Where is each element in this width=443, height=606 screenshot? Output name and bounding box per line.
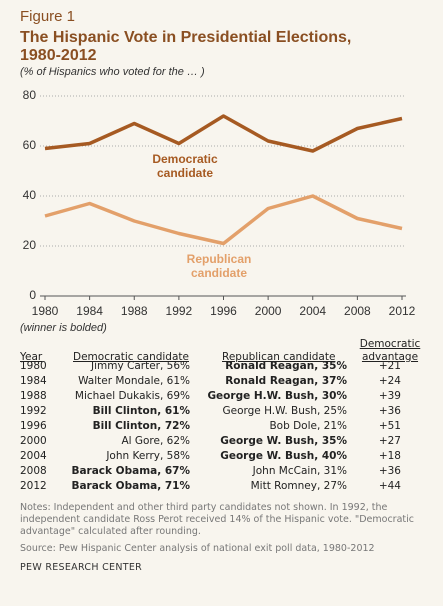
series-label: Republican candidate: [186, 252, 252, 280]
x-tick-label: 1988: [121, 304, 148, 318]
x-tick-label: 1980: [32, 304, 59, 318]
year-cell: 2008: [20, 465, 47, 477]
table-note: (winner is bolded): [20, 322, 107, 334]
year-cell: 2012: [20, 480, 47, 492]
x-tick-label: 1984: [76, 304, 103, 318]
x-tick-label: 1996: [210, 304, 237, 318]
column-header: Year: [20, 351, 43, 363]
source: Source: Pew Hispanic Center analysis of …: [20, 543, 375, 554]
rep-cell: George W. Bush, 35%: [220, 435, 347, 447]
year-cell: 1984: [20, 375, 47, 387]
rep-cell: Bob Dole, 21%: [269, 420, 347, 432]
dem-cell: Barack Obama, 67%: [71, 465, 190, 477]
x-tick-label: 2008: [344, 304, 371, 318]
year-cell: 1988: [20, 390, 47, 402]
rep-cell: George H.W. Bush, 25%: [222, 405, 347, 417]
y-tick-label: 40: [23, 188, 37, 202]
rep-cell: Ronald Reagan, 35%: [225, 360, 347, 372]
year-cell: 1996: [20, 420, 47, 432]
column-header: Democratic advantage: [359, 338, 421, 363]
advantage-cell: +18: [378, 450, 401, 462]
rep-cell: George W. Bush, 40%: [220, 450, 347, 462]
x-tick-label: 2000: [255, 304, 282, 318]
rep-cell: George H.W. Bush, 30%: [207, 390, 347, 402]
dem-cell: Al Gore, 62%: [121, 435, 190, 447]
chart-title: The Hispanic Vote in Presidential Electi…: [20, 29, 352, 64]
advantage-cell: +21: [378, 360, 401, 372]
x-tick-label: 1992: [166, 304, 193, 318]
notes: Notes: Independent and other third party…: [20, 502, 414, 537]
rep-cell: Ronald Reagan, 37%: [225, 375, 347, 387]
advantage-cell: +36: [378, 405, 401, 417]
dem-cell: Michael Dukakis, 69%: [74, 390, 190, 402]
advantage-cell: +36: [378, 465, 401, 477]
y-tick-label: 80: [23, 88, 37, 102]
year-cell: 1992: [20, 405, 47, 417]
advantage-cell: +44: [378, 480, 401, 492]
dem-cell: Bill Clinton, 61%: [92, 405, 190, 417]
footer: PEW RESEARCH CENTER: [20, 562, 143, 573]
dem-cell: Jimmy Carter, 56%: [90, 360, 190, 372]
series-line: [44, 114, 403, 153]
figure-label: Figure 1: [20, 8, 76, 25]
x-tick-label: 2012: [389, 304, 416, 318]
column-header: Democratic candidate: [73, 351, 189, 363]
series-label: Democratic candidate: [152, 152, 218, 180]
column-header: Republican candidate: [222, 351, 336, 363]
advantage-cell: +39: [378, 390, 401, 402]
advantage-cell: +51: [378, 420, 401, 432]
year-cell: 1980: [20, 360, 47, 372]
y-tick-label: 0: [29, 288, 36, 302]
x-tick-label: 2004: [299, 304, 326, 318]
year-cell: 2004: [20, 450, 47, 462]
chart-subtitle: (% of Hispanics who voted for the … ): [20, 66, 205, 78]
series-line: [44, 194, 403, 246]
year-cell: 2000: [20, 435, 47, 447]
dem-cell: Barack Obama, 71%: [71, 480, 190, 492]
rep-cell: Mitt Romney, 27%: [250, 480, 347, 492]
y-tick-label: 20: [23, 238, 37, 252]
advantage-cell: +27: [378, 435, 401, 447]
dem-cell: John Kerry, 58%: [106, 450, 190, 462]
dem-cell: Walter Mondale, 61%: [78, 375, 190, 387]
rep-cell: John McCain, 31%: [252, 465, 347, 477]
y-tick-label: 60: [23, 138, 37, 152]
dem-cell: Bill Clinton, 72%: [92, 420, 190, 432]
advantage-cell: +24: [378, 375, 401, 387]
